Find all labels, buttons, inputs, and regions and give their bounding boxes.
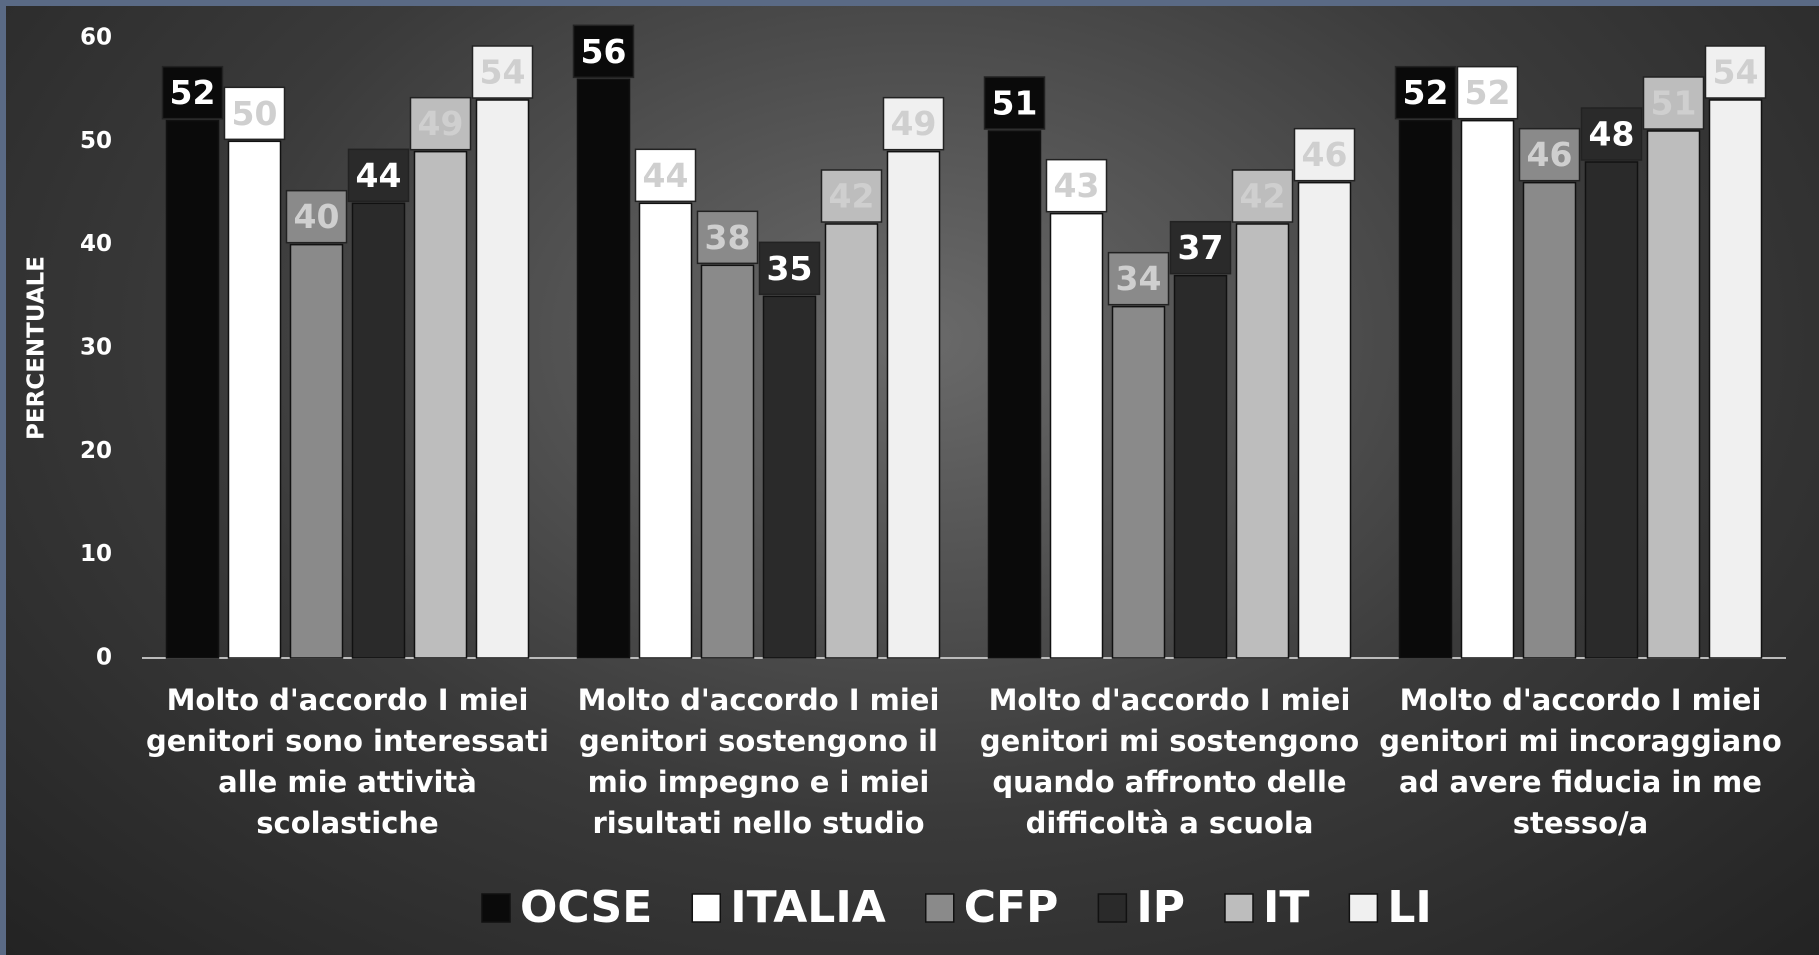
legend-swatch — [691, 893, 722, 923]
legend-label: OCSE — [520, 882, 652, 933]
bar — [886, 150, 941, 659]
legend-label: IT — [1263, 882, 1309, 933]
data-label: 46 — [1527, 135, 1573, 174]
data-label: 43 — [1054, 166, 1100, 205]
legend-swatch — [1348, 893, 1379, 923]
legend-swatch — [925, 893, 955, 923]
data-label: 52 — [1403, 73, 1449, 112]
data-label: 37 — [1178, 228, 1224, 267]
bar — [987, 130, 1042, 659]
y-tick-label: 30 — [80, 335, 112, 361]
y-tick-label: 40 — [80, 231, 112, 257]
y-tick-label: 0 — [96, 645, 112, 671]
y-tick-label: 50 — [80, 128, 112, 154]
legend-label: ITALIA — [730, 882, 885, 933]
data-label-box — [161, 65, 224, 120]
data-label-box — [820, 169, 883, 223]
data-label-box — [285, 189, 348, 244]
data-label-box — [758, 241, 821, 296]
data-label-box — [223, 86, 286, 141]
data-label-box — [572, 24, 635, 79]
bar — [1173, 274, 1228, 659]
data-label: 35 — [767, 249, 813, 288]
bar — [1398, 119, 1453, 659]
bar — [1708, 99, 1763, 659]
bar — [1522, 181, 1577, 659]
data-label-box — [1518, 127, 1581, 182]
bar — [227, 140, 282, 659]
data-label-box — [1394, 65, 1457, 120]
data-label-box — [1580, 107, 1643, 161]
y-tick-label: 20 — [80, 438, 112, 464]
bar — [351, 202, 406, 659]
bar — [638, 202, 693, 659]
data-label-box — [1642, 76, 1705, 130]
data-label: 44 — [356, 156, 402, 195]
data-label-box — [347, 148, 410, 203]
y-axis-label: PERCENTUALE — [24, 256, 50, 440]
legend-swatch — [1097, 893, 1128, 923]
bar — [762, 295, 817, 659]
data-label-box — [471, 45, 534, 99]
y-tick-label: 60 — [80, 25, 112, 51]
bar — [824, 223, 879, 659]
data-label-box — [1045, 158, 1108, 213]
data-label-box — [1169, 220, 1232, 275]
data-label-box — [1704, 45, 1767, 99]
data-label: 49 — [418, 104, 464, 143]
data-label-box — [1231, 169, 1294, 223]
x-tick-label: Molto d'accordo I miei genitori sostengo… — [577, 683, 940, 840]
bar — [413, 150, 468, 659]
data-label: 34 — [1116, 259, 1162, 298]
data-label-box — [1456, 65, 1519, 120]
bar — [700, 264, 755, 659]
data-label-box — [634, 148, 697, 203]
data-label: 52 — [1465, 73, 1511, 112]
data-label-box — [983, 76, 1046, 130]
data-label: 48 — [1589, 115, 1635, 154]
data-label: 40 — [294, 197, 340, 236]
data-label: 51 — [1651, 84, 1697, 123]
y-tick-label: 10 — [80, 541, 112, 567]
data-label-box — [882, 96, 945, 151]
legend-label: IP — [1136, 882, 1185, 933]
data-label: 56 — [581, 32, 627, 71]
bar — [576, 78, 631, 659]
data-label-box — [1293, 127, 1356, 182]
bar — [1460, 119, 1515, 659]
bar — [1297, 181, 1352, 659]
data-label: 54 — [1713, 53, 1759, 92]
legend-label: LI — [1387, 882, 1431, 933]
bar — [1584, 161, 1639, 659]
legend-swatch — [1224, 893, 1254, 923]
bar — [1049, 212, 1104, 659]
bar — [289, 243, 344, 659]
data-label: 54 — [480, 53, 526, 92]
data-label: 38 — [705, 218, 751, 257]
data-label: 42 — [1240, 177, 1286, 216]
data-label-box — [409, 96, 472, 151]
x-tick-label: Molto d'accordo I miei genitori mi incor… — [1379, 683, 1782, 840]
data-label: 50 — [232, 94, 278, 133]
bar — [165, 119, 220, 659]
bar — [1235, 223, 1290, 659]
data-label: 52 — [170, 73, 216, 112]
x-tick-label: Molto d'accordo I miei genitori mi soste… — [979, 683, 1360, 840]
data-label: 46 — [1302, 135, 1348, 174]
data-label: 49 — [891, 104, 937, 143]
bar — [475, 99, 530, 659]
x-tick-label: Molto d'accordo I miei genitori sono int… — [146, 683, 549, 840]
data-label-box — [1107, 251, 1170, 306]
data-label: 44 — [643, 156, 689, 195]
legend-label: CFP — [964, 882, 1059, 933]
legend-swatch — [481, 893, 511, 923]
data-label: 42 — [829, 177, 875, 216]
bar — [1111, 305, 1166, 659]
bar — [1646, 130, 1701, 659]
data-label: 51 — [992, 84, 1038, 123]
data-label-box — [696, 210, 759, 265]
